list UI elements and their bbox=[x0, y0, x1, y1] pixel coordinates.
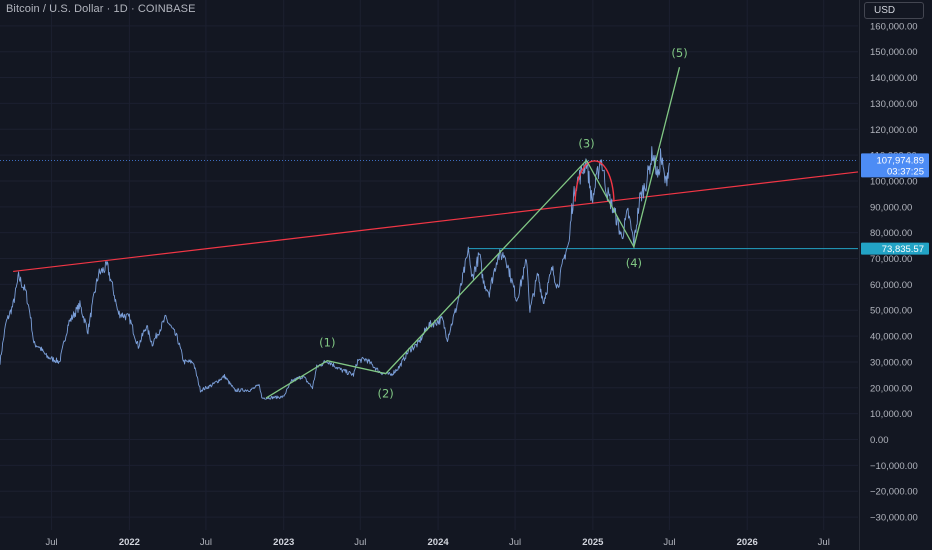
y-tick-label: 90,000.00 bbox=[870, 202, 912, 213]
y-tick-label: 80,000.00 bbox=[870, 228, 912, 239]
y-tick-label: −30,000.00 bbox=[870, 513, 918, 524]
y-tick-label: 130,000.00 bbox=[870, 99, 918, 110]
x-tick-label: Jul bbox=[354, 537, 366, 548]
y-tick-label: 30,000.00 bbox=[870, 357, 912, 368]
y-tick-label: 20,000.00 bbox=[870, 383, 912, 394]
y-tick-label: 70,000.00 bbox=[870, 254, 912, 265]
y-tick-label: −20,000.00 bbox=[870, 487, 918, 498]
wave-layer[interactable]: (1) (2) (3) (4) (5) bbox=[265, 46, 688, 401]
currency-selector[interactable]: USD bbox=[864, 2, 924, 19]
countdown-timer: 03:37:25 bbox=[887, 166, 924, 177]
x-tick-label: 2022 bbox=[119, 537, 140, 548]
y-tick-label: 150,000.00 bbox=[870, 47, 918, 58]
y-tick-label: 0.00 bbox=[870, 435, 889, 446]
x-tick-label: Jul bbox=[200, 537, 212, 548]
wave-label: (5) bbox=[671, 46, 687, 60]
x-tick-label: Jul bbox=[46, 537, 58, 548]
level-price-badge bbox=[861, 242, 929, 255]
resistance-trend-line bbox=[13, 171, 859, 273]
btc-price-line bbox=[0, 146, 670, 400]
level-line-layer[interactable] bbox=[0, 159, 858, 250]
top-arc bbox=[574, 160, 615, 202]
current-price-badge bbox=[861, 153, 929, 178]
y-tick-label: 100,000.00 bbox=[870, 176, 918, 187]
x-tick-label: 2026 bbox=[737, 537, 758, 548]
grid bbox=[0, 0, 858, 530]
x-axis[interactable]: Jul 2022 Jul 2023 Jul 2024 Jul 2025 Jul 2026 Jul bbox=[46, 537, 830, 548]
y-tick-label: 40,000.00 bbox=[870, 332, 912, 343]
y-tick-label: 160,000.00 bbox=[870, 21, 918, 32]
level-price-label: 73,835.57 bbox=[882, 244, 924, 255]
wave-label: (1) bbox=[319, 336, 335, 350]
symbol-title[interactable]: Bitcoin / U.S. Dollar · 1D · COINBASE bbox=[6, 3, 196, 15]
y-tick-label: 120,000.00 bbox=[870, 125, 918, 136]
price-series-layer bbox=[0, 146, 670, 400]
x-tick-label: Jul bbox=[509, 537, 521, 548]
wave-label: (3) bbox=[578, 136, 594, 150]
x-tick-label: 2023 bbox=[273, 537, 294, 548]
elliott-wave-line bbox=[265, 67, 681, 399]
top-arc-layer[interactable] bbox=[574, 160, 615, 202]
y-tick-label: −10,000.00 bbox=[870, 461, 918, 472]
x-tick-label: 2024 bbox=[428, 537, 450, 548]
x-tick-label: Jul bbox=[663, 537, 675, 548]
y-tick-label: 10,000.00 bbox=[870, 409, 912, 420]
y-tick-label: 50,000.00 bbox=[870, 306, 912, 317]
x-tick-label: 2025 bbox=[582, 537, 604, 548]
current-price-label: 107,974.89 bbox=[876, 155, 924, 166]
y-tick-label: 140,000.00 bbox=[870, 73, 918, 84]
wave-label: (4) bbox=[626, 256, 642, 270]
trend-line-layer[interactable] bbox=[13, 171, 859, 273]
wave-label: (2) bbox=[378, 387, 394, 401]
x-tick-label: Jul bbox=[818, 537, 830, 548]
y-tick-label: 60,000.00 bbox=[870, 280, 912, 291]
